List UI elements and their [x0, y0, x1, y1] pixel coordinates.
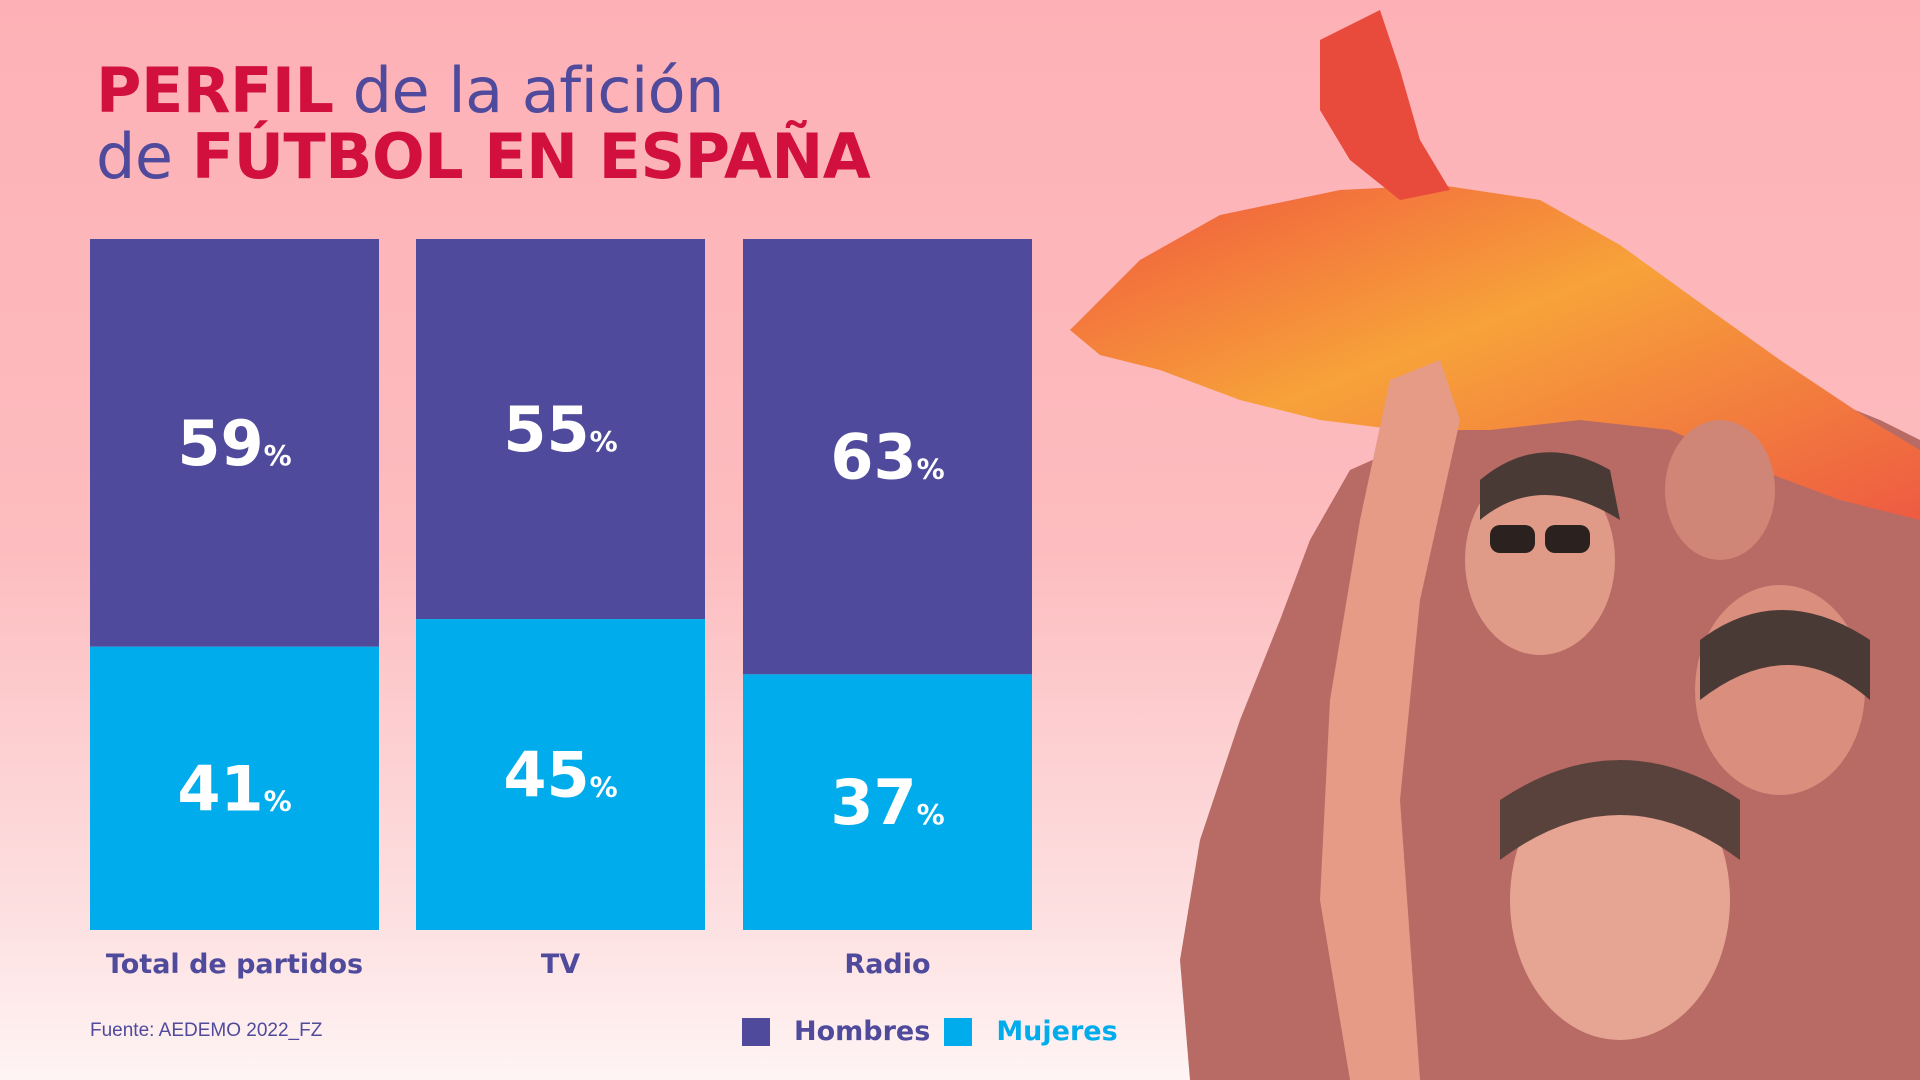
legend-swatch-hombres	[742, 1017, 770, 1046]
category-label-2: Radio	[844, 949, 930, 980]
legend-swatch-mujeres	[944, 1017, 973, 1046]
title-line-2: de FÚTBOL EN ESPAÑA	[96, 120, 871, 193]
category-label-1: TV	[541, 949, 580, 980]
data-label-hombres-2: 63%	[830, 421, 944, 494]
football-fans-photo	[1070, 10, 1920, 1080]
bar-hombres-0	[90, 239, 379, 647]
legend-item-mujeres: Mujeres	[944, 1016, 1118, 1047]
legend-item-hombres: Hombres	[742, 1016, 930, 1047]
legend-label-mujeres: Mujeres	[996, 1016, 1118, 1047]
data-label-mujeres-0: 41%	[177, 752, 291, 825]
data-label-mujeres-2: 37%	[830, 766, 944, 839]
title-line-1: PERFIL de la afición	[96, 54, 724, 127]
bar-mujeres-2	[743, 674, 1032, 930]
chart-title: PERFIL de la afición de FÚTBOL EN ESPAÑA	[96, 54, 871, 193]
bar-hombres-1	[416, 239, 705, 620]
source-note: Fuente: AEDEMO 2022_FZ	[90, 1020, 323, 1041]
category-label-0: Total de partidos	[106, 949, 363, 980]
legend-label-hombres: Hombres	[794, 1016, 931, 1047]
bar-hombres-2	[743, 239, 1032, 675]
data-label-mujeres-1: 45%	[503, 739, 617, 812]
bar-mujeres-0	[90, 646, 379, 930]
data-label-hombres-0: 59%	[177, 407, 291, 480]
legend: Hombres Mujeres	[742, 1016, 1132, 1047]
data-label-hombres-1: 55%	[503, 393, 617, 466]
bar-mujeres-1	[416, 619, 705, 930]
